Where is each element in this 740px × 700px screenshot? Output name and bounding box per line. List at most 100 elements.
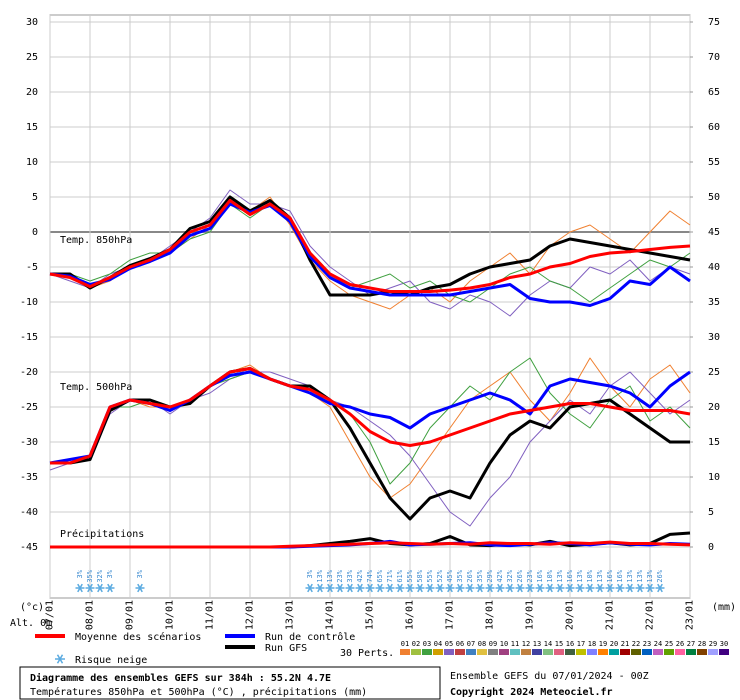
snow-label: 13% (636, 569, 644, 582)
snow-label: 32% (96, 569, 104, 582)
pert-swatch (521, 649, 531, 655)
x-tick-label: 08/01 (85, 600, 96, 630)
y2-tick-label: 70 (708, 52, 720, 63)
y-tick-label: -45 (20, 542, 38, 553)
y2-tick-label: 50 (708, 192, 720, 203)
y-tick-label: -20 (20, 367, 38, 378)
pert-label: 16 (566, 640, 574, 648)
y-tick-label: 25 (26, 52, 38, 63)
pert-label: 07 (467, 640, 475, 648)
y2-tick-label: 45 (708, 227, 720, 238)
snow-label: 42% (356, 569, 364, 582)
pert-label: 23 (643, 640, 651, 648)
pert-swatch (664, 649, 674, 655)
snowflake (345, 583, 355, 593)
y2-tick-label: 25 (708, 367, 720, 378)
perts-label: 30 Perts. (340, 648, 394, 659)
snow-label: 3% (306, 569, 314, 578)
snowflake (465, 583, 475, 593)
x-tick-label: 19/01 (525, 600, 536, 630)
snowflake (525, 583, 535, 593)
snowflake (105, 583, 115, 593)
y2-axis-label: (mm) (712, 602, 736, 613)
legend-label: Moyenne des scénarios (75, 631, 201, 643)
pert-label: 02 (412, 640, 420, 648)
pert-swatch (466, 649, 476, 655)
pert-label: 10 (500, 640, 508, 648)
pert-label: 14 (544, 640, 552, 648)
pert-swatch (444, 649, 454, 655)
x-tick-label: 20/01 (565, 600, 576, 630)
snowflake (535, 583, 545, 593)
pert-swatch (675, 649, 685, 655)
legend-swatch (35, 634, 65, 638)
subtitle: Températures 850hPa et 500hPa (°C) , pré… (30, 686, 367, 698)
snow-label: 26% (466, 569, 474, 582)
snowflake (555, 583, 565, 593)
x-tick-label: 07/01 (45, 600, 56, 630)
x-tick-label: 23/01 (685, 600, 696, 630)
snow-label: 55% (406, 569, 414, 582)
pert-swatch (499, 649, 509, 655)
legend-snowflake (55, 654, 65, 664)
y2-tick-label: 5 (708, 507, 714, 518)
y2-tick-label: 0 (708, 542, 714, 553)
y-tick-label: 15 (26, 122, 38, 133)
pert-label: 11 (511, 640, 519, 648)
snow-label: 58% (416, 569, 424, 582)
x-tick-label: 22/01 (645, 600, 656, 630)
pert-label: 25 (665, 640, 673, 648)
snowflake (625, 583, 635, 593)
pert-label: 30 (720, 640, 728, 648)
y-tick-label: 5 (32, 192, 38, 203)
snowflake (475, 583, 485, 593)
snow-label: 16% (536, 569, 544, 582)
y-tick-label: -25 (20, 402, 38, 413)
snowflake (645, 583, 655, 593)
snow-label: 13% (316, 569, 324, 582)
pert-label: 18 (588, 640, 596, 648)
snow-label: 13% (626, 569, 634, 582)
snow-label: 3% (76, 569, 84, 578)
pert-label: 04 (434, 640, 442, 648)
x-tick-label: 14/01 (325, 600, 336, 630)
pert-swatch (609, 649, 619, 655)
pert-swatch (488, 649, 498, 655)
y2-tick-label: 15 (708, 437, 720, 448)
snowflake (355, 583, 365, 593)
x-tick-label: 13/01 (285, 600, 296, 630)
snowflake (605, 583, 615, 593)
snowflake (425, 583, 435, 593)
pert-swatch (510, 649, 520, 655)
snow-label: 13% (576, 569, 584, 582)
x-tick-label: 11/01 (205, 600, 216, 630)
title: Diagramme des ensembles GEFS sur 384h : … (30, 672, 331, 684)
precip-line (50, 540, 691, 549)
snowflake (85, 583, 95, 593)
y-tick-label: 0 (32, 227, 38, 238)
snowflake (135, 583, 145, 593)
snow-label: 13% (596, 569, 604, 582)
altitude: Alt. 0m (10, 618, 52, 629)
snowflake (585, 583, 595, 593)
snowflake (495, 583, 505, 593)
pert-swatch (576, 649, 586, 655)
x-tick-label: 17/01 (445, 600, 456, 630)
snow-label: 33% (346, 569, 354, 582)
legend-swatch (225, 645, 255, 649)
y-axis-label: (°c) (20, 602, 44, 613)
snow-label: 3% (136, 569, 144, 578)
run-info: Ensemble GEFS du 07/01/2024 - 00Z (450, 671, 649, 682)
pert-label: 13 (533, 640, 541, 648)
y2-tick-label: 65 (708, 87, 720, 98)
pert-label: 29 (709, 640, 717, 648)
pert-label: 24 (654, 640, 662, 648)
snowflake (635, 583, 645, 593)
y-tick-label: -10 (20, 297, 38, 308)
snow-label: 13% (556, 569, 564, 582)
x-tick-label: 16/01 (405, 600, 416, 630)
pert-swatch (620, 649, 630, 655)
snow-label: 74% (366, 569, 374, 582)
snowflake (505, 583, 515, 593)
